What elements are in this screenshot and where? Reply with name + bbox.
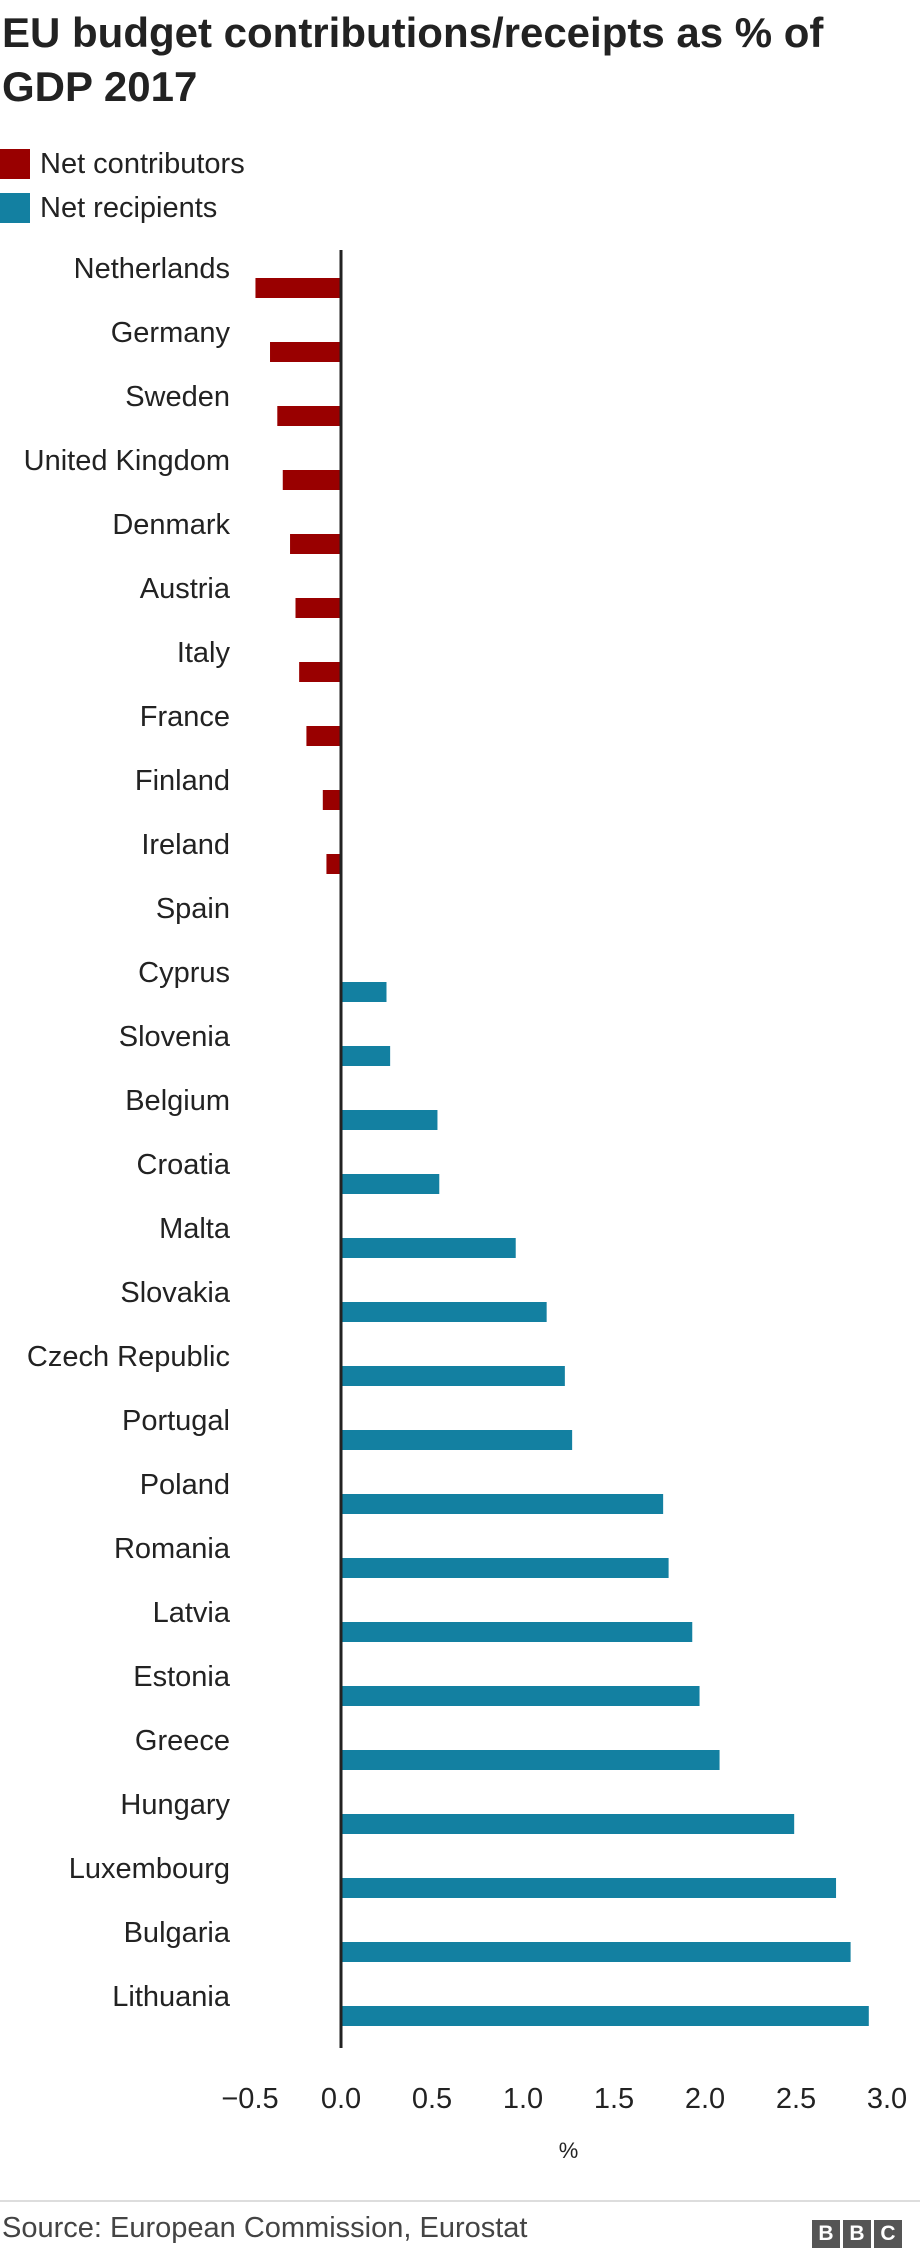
category-label: Denmark <box>112 509 230 541</box>
bar <box>341 1366 565 1386</box>
bar <box>341 1430 573 1450</box>
bar <box>341 2006 869 2026</box>
bar <box>322 790 341 810</box>
category-label: Portugal <box>122 1405 230 1437</box>
bar-chart: Netherlands Germany Sweden United Kingdom De… <box>24 250 907 2163</box>
x-tick-label: 1.5 <box>594 2083 634 2115</box>
x-tick-label: 3.0 <box>867 2083 907 2115</box>
bar <box>255 278 341 298</box>
x-tick-label: 2.5 <box>776 2083 816 2115</box>
bar <box>290 534 341 554</box>
legend-swatch-contributors <box>0 149 30 179</box>
category-label: Spain <box>156 893 230 925</box>
category-label: Romania <box>114 1533 231 1565</box>
category-label: Netherlands <box>74 253 230 285</box>
bbc-logo-letter: B <box>843 2220 871 2248</box>
category-label: Czech Republic <box>27 1341 230 1373</box>
category-label: Italy <box>177 637 231 669</box>
category-label: Latvia <box>153 1597 231 1629</box>
bar <box>299 662 341 682</box>
bar <box>341 1302 547 1322</box>
x-tick-label: 0.0 <box>321 2083 361 2115</box>
bar <box>295 598 341 618</box>
bar <box>341 1878 837 1898</box>
bar <box>341 1686 700 1706</box>
bar <box>341 1750 720 1770</box>
bar <box>341 1110 438 1130</box>
legend-label: Net recipients <box>40 191 218 224</box>
legend-swatch-recipients <box>0 193 30 223</box>
x-tick-label: 0.5 <box>412 2083 452 2115</box>
category-label: Malta <box>159 1213 231 1245</box>
category-label: Poland <box>140 1469 230 1501</box>
footer-divider <box>0 2200 920 2202</box>
bar <box>326 854 341 874</box>
category-label: Slovenia <box>119 1021 231 1053</box>
category-label: Slovakia <box>120 1277 230 1309</box>
category-label: Cyprus <box>138 957 230 989</box>
category-label: Bulgaria <box>124 1917 231 1949</box>
x-tick-label: −0.5 <box>221 2083 278 2115</box>
category-label: Lithuania <box>112 1981 231 2013</box>
bar <box>341 1622 693 1642</box>
category-label: Croatia <box>137 1149 231 1181</box>
bbc-logo: B B C <box>812 2220 902 2248</box>
bar <box>341 1046 391 1066</box>
category-label: France <box>140 701 230 733</box>
legend-item-net-contributors: Net contributors <box>0 142 245 186</box>
bbc-logo-letter: C <box>874 2220 902 2248</box>
legend-label: Net contributors <box>40 147 245 180</box>
bar <box>341 1558 669 1578</box>
category-label: Finland <box>135 765 230 797</box>
legend-item-net-recipients: Net recipients <box>0 186 245 230</box>
category-label: Hungary <box>120 1789 230 1821</box>
category-label: Sweden <box>125 381 230 413</box>
category-label: Greece <box>135 1725 230 1757</box>
bar <box>341 1942 851 1962</box>
category-label: United Kingdom <box>24 445 230 477</box>
category-label: Belgium <box>125 1085 230 1117</box>
chart-title: EU budget contributions/receipts as % of… <box>2 9 824 110</box>
bar <box>341 1174 440 1194</box>
source-note: Source: European Commission, Eurostat <box>2 2212 528 2244</box>
category-label: Luxembourg <box>69 1853 230 1885</box>
bar <box>270 342 341 362</box>
x-axis-label: % <box>559 2138 579 2163</box>
x-tick-label: 2.0 <box>685 2083 725 2115</box>
legend: Net contributors Net recipients <box>0 142 245 230</box>
bar <box>341 982 387 1002</box>
bar <box>341 1814 795 1834</box>
category-label: Austria <box>140 573 231 605</box>
bar <box>282 470 341 490</box>
category-label: Ireland <box>141 829 230 861</box>
category-label: Estonia <box>133 1661 231 1693</box>
bbc-logo-letter: B <box>812 2220 840 2248</box>
bar <box>306 726 341 746</box>
bar <box>277 406 341 426</box>
bar <box>341 1238 516 1258</box>
x-tick-label: 1.0 <box>503 2083 543 2115</box>
bar <box>341 1494 664 1514</box>
category-label: Germany <box>111 317 231 349</box>
